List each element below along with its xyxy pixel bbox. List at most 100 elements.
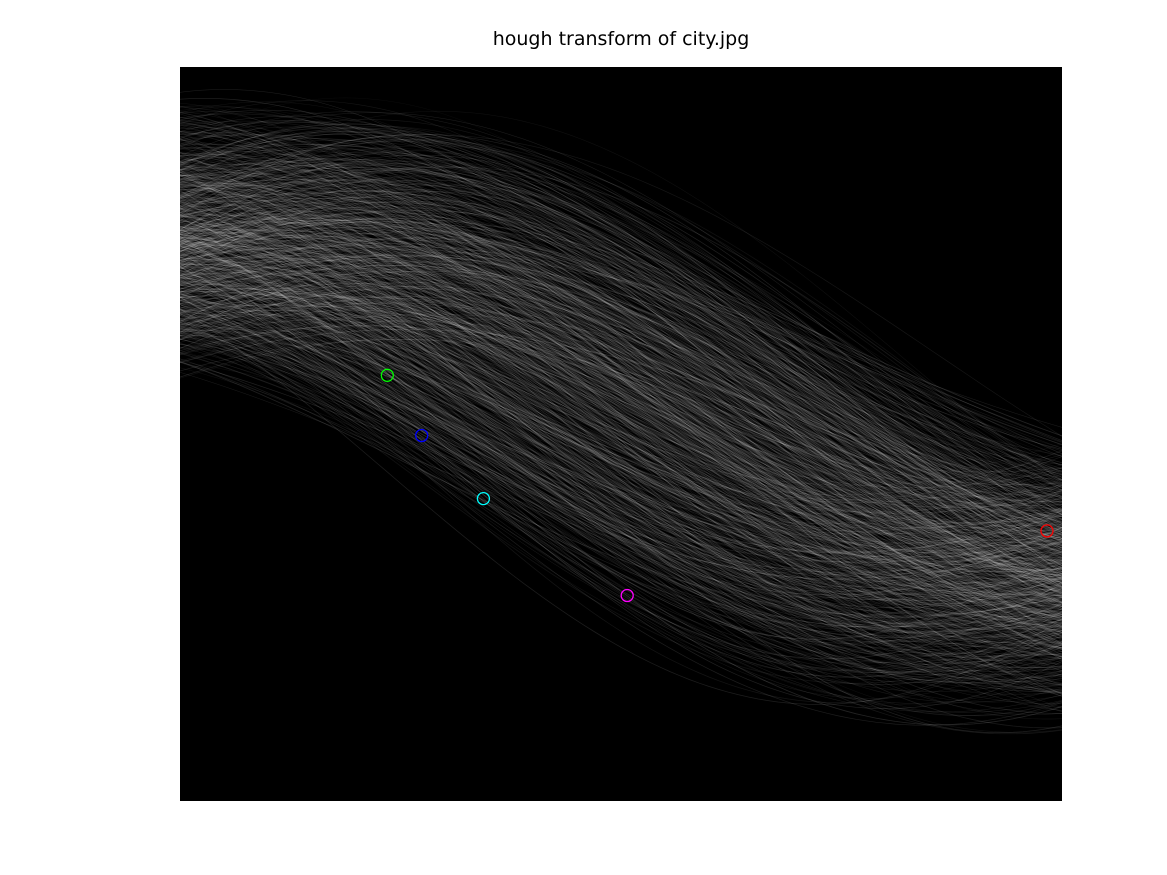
accumulator-curve (180, 334, 1062, 588)
accumulator-curve (180, 353, 1062, 630)
accumulator-curve (180, 206, 1062, 476)
hough-accumulator-plot (180, 67, 1062, 801)
accumulator-curve (180, 187, 1062, 618)
accumulator-curve (180, 330, 1062, 626)
accumulator-curve (180, 189, 1062, 622)
accumulator-curve (180, 310, 1062, 593)
accumulator-curve (180, 213, 1062, 542)
accumulator-curve (180, 265, 1062, 476)
accumulator-curve (180, 98, 1062, 592)
peak-marker-5 (1040, 524, 1054, 538)
accumulator-curve (180, 222, 1062, 681)
accumulator-curve (180, 161, 1062, 529)
accumulator-curve (180, 318, 1062, 481)
accumulator-curve (180, 185, 1062, 534)
accumulator-curve (180, 283, 1062, 540)
accumulator-curve (180, 259, 1062, 656)
accumulator-curve (180, 307, 1062, 602)
accumulator-curve (180, 111, 1062, 515)
accumulator-curve (180, 234, 1062, 683)
accumulator-curve (180, 297, 1062, 617)
accumulator-curve (180, 163, 1062, 574)
peak-marker-4 (620, 588, 634, 603)
accumulator-curve (180, 282, 1062, 633)
accumulator-curve (180, 344, 1062, 607)
accumulator-curve (180, 241, 1062, 735)
accumulator-curve (180, 296, 1062, 585)
accumulator-curve (180, 241, 1062, 661)
accumulator-curve (180, 228, 1062, 650)
accumulator-curve (180, 293, 1062, 570)
accumulator-curve (180, 208, 1062, 686)
accumulator-curve (180, 189, 1062, 608)
accumulator-curve (180, 254, 1062, 523)
accumulator-curve (180, 310, 1062, 648)
accumulator-curve (180, 217, 1062, 604)
accumulator-curve (180, 293, 1062, 609)
accumulator-curve (180, 142, 1062, 590)
accumulator-curve (180, 253, 1062, 726)
accumulator-curve (180, 172, 1062, 613)
accumulator-curve (180, 166, 1062, 529)
accumulator-curve (180, 138, 1062, 595)
accumulator-curve (180, 332, 1062, 597)
accumulator-curve (180, 244, 1062, 671)
accumulator-curve (180, 209, 1062, 455)
accumulator-curve (180, 184, 1062, 685)
accumulator-curve (180, 208, 1062, 601)
accumulator-curve (180, 254, 1062, 442)
accumulator-curve (180, 169, 1062, 634)
peak-markers (380, 368, 1054, 603)
accumulator-curve (180, 215, 1062, 539)
accumulator-curve (180, 176, 1062, 505)
accumulator-curve (180, 269, 1062, 684)
accumulator-curve (180, 235, 1062, 674)
accumulator-curve (180, 295, 1062, 527)
accumulator-curve (180, 230, 1062, 588)
accumulator-curve (180, 191, 1062, 575)
accumulator-curve (180, 165, 1062, 606)
accumulator-curve (180, 284, 1062, 514)
accumulator-curve (180, 196, 1062, 584)
accumulator-curve (180, 223, 1062, 465)
accumulator-curve (180, 207, 1062, 644)
accumulator-curve (180, 161, 1062, 599)
accumulator-curve (180, 175, 1062, 662)
accumulator-curve (180, 161, 1062, 654)
accumulator-curve (180, 261, 1062, 651)
accumulator-curve (180, 203, 1062, 593)
accumulator-curve (180, 186, 1062, 637)
accumulator-curves (180, 89, 1062, 735)
accumulator-curve (180, 351, 1062, 606)
accumulator-curve (180, 226, 1062, 469)
accumulator-curve (180, 169, 1062, 578)
accumulator-curve (180, 145, 1062, 480)
accumulator-curve (180, 207, 1062, 593)
accumulator-curve (180, 202, 1062, 548)
accumulator-curve (180, 185, 1062, 482)
accumulator-curve (180, 233, 1062, 714)
accumulator-curve (180, 311, 1062, 581)
accumulator-curve (180, 192, 1062, 616)
accumulator-curve (180, 194, 1062, 668)
accumulator-curve (180, 206, 1062, 586)
accumulator-curve (180, 321, 1062, 553)
accumulator-curve (180, 153, 1062, 553)
accumulator-curve (180, 279, 1062, 578)
accumulator-curve (180, 260, 1062, 664)
accumulator-curve (180, 172, 1062, 634)
accumulator-curve (180, 171, 1062, 624)
accumulator-curve (180, 273, 1062, 613)
accumulator-curve (180, 166, 1062, 560)
accumulator-curve (180, 119, 1062, 511)
accumulator-curve (180, 267, 1062, 607)
accumulator-curve (180, 319, 1062, 592)
accumulator-curve (180, 134, 1062, 437)
peak-marker-3 (476, 491, 491, 506)
accumulator-curve (180, 175, 1062, 625)
accumulator-curve (180, 328, 1062, 607)
accumulator-curve (180, 317, 1062, 657)
accumulator-curve (180, 309, 1062, 583)
chart-title: hough transform of city.jpg (492, 28, 750, 50)
